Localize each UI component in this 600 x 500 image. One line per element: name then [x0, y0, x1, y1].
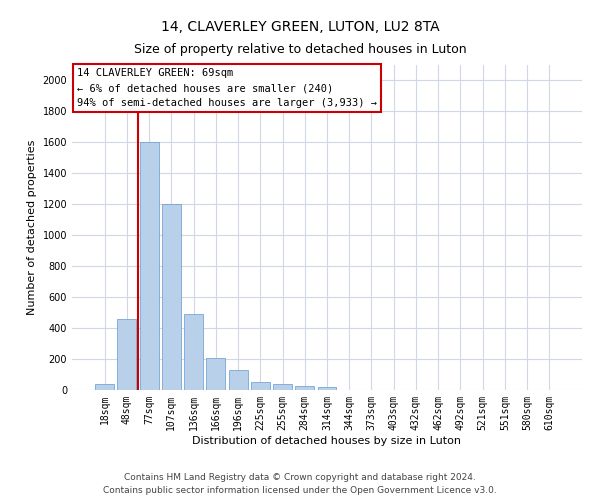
Bar — [295, 386, 314, 390]
Bar — [273, 384, 292, 390]
Text: 14, CLAVERLEY GREEN, LUTON, LU2 8TA: 14, CLAVERLEY GREEN, LUTON, LU2 8TA — [161, 20, 439, 34]
Bar — [118, 319, 136, 390]
X-axis label: Distribution of detached houses by size in Luton: Distribution of detached houses by size … — [193, 436, 461, 446]
Bar — [140, 142, 158, 390]
Text: Size of property relative to detached houses in Luton: Size of property relative to detached ho… — [134, 42, 466, 56]
Bar — [95, 384, 114, 390]
Bar — [184, 314, 203, 390]
Bar — [206, 358, 225, 390]
Bar — [251, 382, 270, 390]
Text: Contains HM Land Registry data © Crown copyright and database right 2024.
Contai: Contains HM Land Registry data © Crown c… — [103, 474, 497, 495]
Y-axis label: Number of detached properties: Number of detached properties — [27, 140, 37, 315]
Bar — [229, 370, 248, 390]
Text: 14 CLAVERLEY GREEN: 69sqm
← 6% of detached houses are smaller (240)
94% of semi-: 14 CLAVERLEY GREEN: 69sqm ← 6% of detach… — [77, 68, 377, 108]
Bar — [162, 204, 181, 390]
Bar — [317, 387, 337, 390]
